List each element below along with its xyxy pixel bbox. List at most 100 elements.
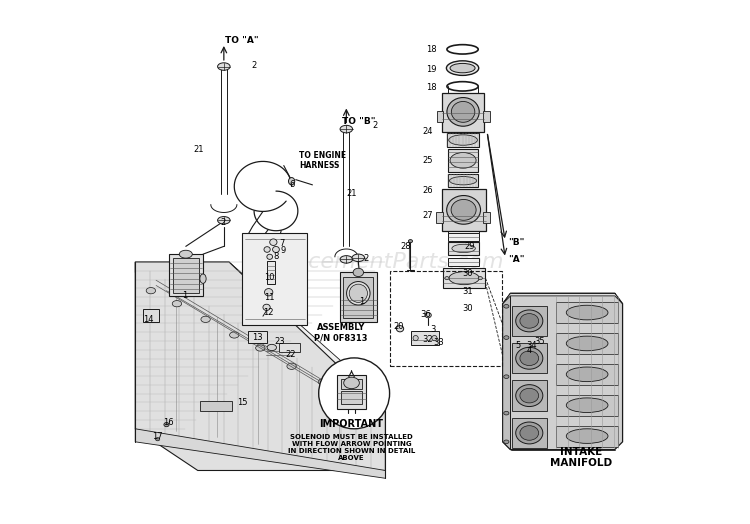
Bar — [448, 233, 479, 241]
Text: TO "A": TO "A" — [225, 36, 259, 45]
Text: 30: 30 — [463, 304, 473, 313]
Bar — [448, 258, 479, 266]
Ellipse shape — [413, 335, 419, 341]
Ellipse shape — [449, 271, 479, 285]
Ellipse shape — [396, 325, 404, 332]
Bar — [556, 395, 618, 416]
Text: ReplacementParts.com: ReplacementParts.com — [246, 252, 504, 272]
Ellipse shape — [520, 351, 538, 366]
Polygon shape — [135, 262, 386, 471]
Polygon shape — [503, 293, 622, 304]
Ellipse shape — [516, 385, 543, 407]
Ellipse shape — [520, 313, 538, 328]
Text: 18: 18 — [426, 83, 436, 92]
Polygon shape — [503, 293, 622, 450]
Ellipse shape — [516, 347, 543, 369]
Ellipse shape — [446, 61, 478, 75]
Polygon shape — [242, 233, 308, 324]
Text: 26: 26 — [422, 185, 433, 194]
Bar — [512, 380, 547, 411]
Text: 1: 1 — [359, 297, 364, 305]
Bar — [169, 254, 203, 296]
Ellipse shape — [340, 125, 352, 133]
Ellipse shape — [172, 301, 182, 307]
Ellipse shape — [520, 388, 538, 403]
Text: 22: 22 — [285, 350, 296, 359]
Text: 5: 5 — [516, 341, 521, 350]
Text: "B": "B" — [508, 238, 524, 247]
Bar — [556, 425, 618, 446]
Ellipse shape — [264, 247, 270, 252]
Ellipse shape — [256, 345, 265, 351]
Ellipse shape — [179, 250, 192, 258]
Bar — [340, 379, 362, 389]
Ellipse shape — [370, 405, 380, 411]
Ellipse shape — [340, 256, 352, 263]
Text: TO "B": TO "B" — [341, 117, 375, 126]
Text: 20: 20 — [394, 322, 404, 331]
Bar — [484, 212, 490, 223]
Ellipse shape — [267, 254, 272, 259]
Text: TO ENGINE
HARNESS: TO ENGINE HARNESS — [299, 151, 346, 170]
Bar — [556, 333, 618, 354]
Text: 2: 2 — [220, 218, 226, 227]
Ellipse shape — [504, 336, 509, 340]
Ellipse shape — [352, 254, 364, 261]
Text: 11: 11 — [264, 293, 274, 302]
Ellipse shape — [353, 268, 364, 277]
Text: 4: 4 — [526, 346, 532, 355]
Ellipse shape — [265, 289, 273, 296]
Ellipse shape — [200, 274, 206, 283]
Text: IMPORTANT: IMPORTANT — [320, 419, 383, 429]
Ellipse shape — [516, 422, 543, 444]
Ellipse shape — [526, 344, 531, 348]
Ellipse shape — [344, 377, 359, 389]
Text: 32: 32 — [422, 335, 433, 344]
Text: 17: 17 — [152, 432, 163, 441]
Ellipse shape — [504, 375, 509, 378]
Text: 23: 23 — [274, 337, 285, 346]
Ellipse shape — [504, 304, 509, 308]
Circle shape — [319, 358, 389, 429]
Ellipse shape — [450, 152, 476, 168]
Bar — [338, 375, 366, 409]
Ellipse shape — [478, 277, 482, 280]
Polygon shape — [503, 293, 511, 450]
Text: 28: 28 — [400, 242, 410, 251]
Ellipse shape — [566, 336, 608, 351]
Ellipse shape — [452, 102, 475, 122]
Bar — [442, 189, 486, 231]
Text: 2: 2 — [372, 121, 377, 130]
Text: 27: 27 — [422, 211, 433, 220]
Text: INTAKE
MANIFOLD: INTAKE MANIFOLD — [550, 446, 612, 468]
Ellipse shape — [350, 395, 358, 401]
Ellipse shape — [447, 97, 479, 126]
Ellipse shape — [146, 288, 155, 294]
Text: 24: 24 — [422, 127, 433, 136]
Bar — [484, 111, 490, 122]
Bar — [512, 343, 547, 374]
Text: 13: 13 — [253, 333, 263, 342]
Ellipse shape — [451, 200, 476, 220]
Bar — [248, 331, 266, 343]
Ellipse shape — [318, 379, 328, 385]
Text: 14: 14 — [143, 315, 154, 324]
Text: 16: 16 — [163, 418, 173, 427]
Ellipse shape — [449, 177, 477, 185]
Text: 7: 7 — [280, 239, 285, 248]
Ellipse shape — [448, 135, 478, 145]
Ellipse shape — [270, 239, 277, 245]
Bar — [389, 271, 502, 366]
Ellipse shape — [346, 281, 370, 305]
Ellipse shape — [350, 284, 368, 302]
Ellipse shape — [447, 195, 481, 224]
Ellipse shape — [520, 425, 538, 440]
Text: 3: 3 — [430, 325, 436, 334]
Ellipse shape — [445, 277, 449, 280]
Bar — [200, 401, 232, 410]
Text: 2: 2 — [251, 61, 257, 70]
Ellipse shape — [408, 239, 413, 243]
Polygon shape — [135, 429, 386, 478]
Bar — [442, 93, 485, 132]
Text: 31: 31 — [463, 287, 473, 296]
